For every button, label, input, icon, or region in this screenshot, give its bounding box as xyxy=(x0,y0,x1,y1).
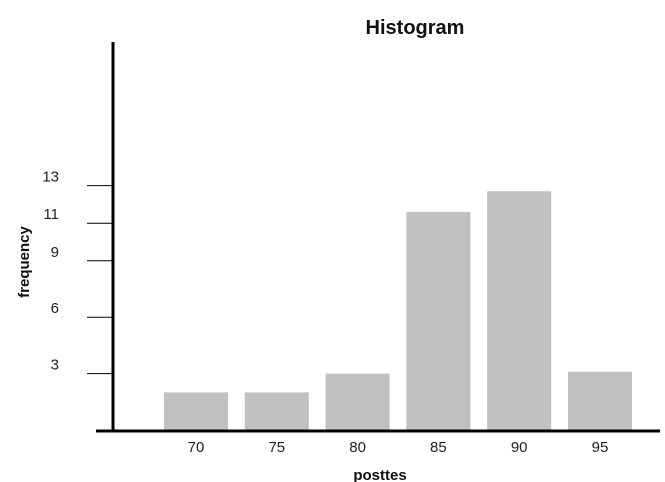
bar-70 xyxy=(164,392,228,430)
chart-title: Histogram xyxy=(366,17,465,39)
y-tick-label: 9 xyxy=(51,244,59,261)
bar-80 xyxy=(325,373,390,430)
y-axis-label: frequency xyxy=(16,226,33,298)
x-tick-label: 85 xyxy=(430,439,447,456)
x-tick-label: 95 xyxy=(592,439,609,456)
bar-90 xyxy=(487,191,552,430)
y-tick-label: 3 xyxy=(51,357,59,374)
x-ticks-group: 70 75 80 85 90 95 xyxy=(188,439,609,456)
x-tick-label: 70 xyxy=(188,439,205,456)
bar-85 xyxy=(406,211,471,430)
y-tick-label: 6 xyxy=(51,300,59,317)
bar-95 xyxy=(568,371,632,430)
bar-75 xyxy=(244,392,309,430)
bars-group xyxy=(164,191,632,430)
x-tick-label: 75 xyxy=(268,439,285,456)
y-tick-label: 11 xyxy=(43,206,59,223)
x-tick-label: 80 xyxy=(349,439,366,456)
y-tick-label: 13 xyxy=(42,169,59,186)
x-tick-label: 90 xyxy=(511,439,528,456)
x-axis-label: posttes xyxy=(353,467,406,482)
y-ticks-group: 3 6 9 11 13 xyxy=(42,169,113,375)
